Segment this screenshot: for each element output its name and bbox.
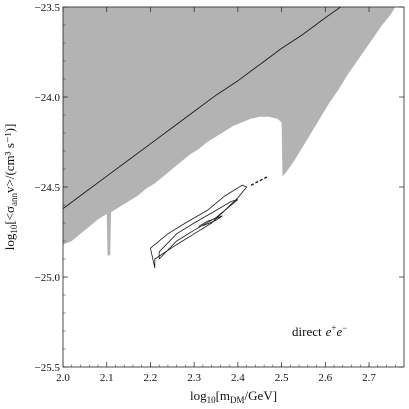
y-tick-label-0: −23.5 [35, 2, 61, 14]
x-tick-label-4: 2.4 [231, 372, 245, 384]
series-line-0 [62, 6, 341, 209]
x-tick-label-3: 2.3 [187, 372, 201, 384]
y-tick-label-4: −25.5 [35, 362, 61, 374]
series-contour-inner-2 [158, 199, 239, 260]
excluded-area [63, 7, 396, 256]
x-tick-label-0: 2.0 [56, 372, 70, 384]
series-contour-outer-1 [149, 184, 248, 269]
x-tick-label-2: 2.2 [144, 372, 158, 384]
y-axis-label: log10[<σannv>/(cm³ s⁻¹)] [2, 124, 19, 251]
x-tick-label-7: 2.7 [362, 372, 376, 384]
channel-annotation: direct e+e− [292, 323, 347, 339]
ticks-layer: 2.0 2.1 2.2 2.3 2.4 2.5 2.6 2.7 −23.5 −24.0 −24.5 −… [35, 2, 404, 384]
y-tick-label-1: −24.0 [35, 92, 61, 104]
y-tick-label-3: −25.0 [35, 272, 61, 284]
series-dashed-4 [250, 175, 269, 186]
series-contour-core-3 [198, 215, 223, 227]
x-axis-label: log10[mDM/GeV] [190, 388, 277, 405]
y-tick-label-2: −24.5 [35, 182, 61, 194]
series-layer [62, 6, 341, 269]
x-tick-label-6: 2.6 [318, 372, 332, 384]
x-tick-label-5: 2.5 [275, 372, 289, 384]
x-tick-label-1: 2.1 [100, 372, 114, 384]
excluded-region [63, 7, 396, 256]
